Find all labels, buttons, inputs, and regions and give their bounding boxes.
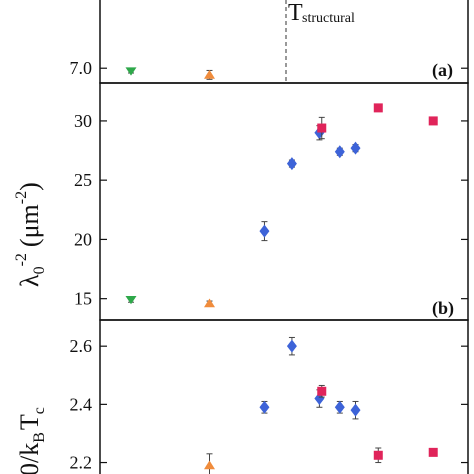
panel-b-marks: [125, 103, 438, 308]
panel-c-marks: [204, 336, 438, 474]
panel-c: 0/kBTc 2.2 2.4 2.6: [15, 319, 469, 474]
data-point-square: [373, 103, 383, 113]
ytick-label: 2.4: [70, 394, 93, 414]
ytick-label: 2.6: [70, 336, 93, 356]
ylabel-c-b: B: [31, 432, 48, 443]
ylabel-close: ): [15, 182, 44, 191]
panel-a-marks: [125, 67, 215, 80]
ylabel-c-c: c: [31, 407, 48, 414]
panel-c-axes: 2.2 2.4 2.6: [70, 336, 468, 473]
ytick-label: 30: [74, 111, 92, 131]
panel-c-ylabel: 0/kBTc: [15, 407, 48, 474]
ylabel-c-t: T: [15, 414, 44, 430]
panel-a: T structural (a) 7.0: [70, 0, 469, 84]
data-point-square: [373, 450, 383, 460]
ylabel-lambda-sup: -2: [13, 253, 30, 266]
panel-a-axes: 7.0: [70, 58, 468, 78]
ylabel-lambda: λ: [15, 274, 44, 287]
panel-b-frame: [99, 82, 469, 321]
ytick-label: 20: [74, 229, 92, 249]
panel-c-frame: [99, 319, 469, 474]
panel-b-ylabel: λ0-2(μm-2): [13, 182, 48, 287]
ytick-label: 15: [74, 289, 92, 309]
data-point-diamond: [334, 145, 345, 159]
svg-text:0/kBTc: 0/kBTc: [15, 407, 48, 474]
ylabel-unit: (μm: [15, 204, 44, 247]
svg-text:λ0-2(μm-2): λ0-2(μm-2): [13, 182, 48, 287]
ytick-label: 25: [74, 170, 92, 190]
data-point-diamond: [259, 224, 270, 238]
data-point-triangle-down: [125, 296, 137, 305]
ytick-label: 7.0: [70, 58, 93, 78]
annotation-main: T: [288, 0, 303, 26]
panel-a-frame: [99, 0, 469, 84]
data-point-square: [428, 447, 438, 457]
data-point-diamond: [286, 339, 297, 353]
data-point-diamond: [259, 400, 270, 414]
data-point-triangle-up: [204, 69, 215, 79]
data-point-square: [317, 386, 327, 396]
annotation-sub: structural: [302, 11, 355, 26]
panel-a-letter: (a): [432, 60, 453, 81]
data-point-triangle-down: [125, 67, 137, 76]
panel-b-letter: (b): [432, 298, 454, 319]
data-point-square: [428, 116, 438, 126]
data-point-triangle-up: [204, 460, 215, 470]
ylabel-lambda-sub: 0: [31, 266, 48, 274]
ylabel-unit-sup: -2: [13, 191, 30, 204]
ytick-label: 2.2: [70, 453, 93, 473]
data-point-diamond: [350, 141, 361, 155]
panel-b-axes: 15 20 25 30: [74, 111, 468, 309]
ylabel-c-k: /k: [15, 443, 44, 463]
data-point-triangle-up: [204, 298, 215, 308]
ylabel-c-zero: 0: [15, 463, 44, 474]
data-point-square: [317, 123, 327, 133]
data-point-diamond: [350, 403, 361, 417]
data-point-diamond: [286, 157, 297, 171]
data-point-diamond: [334, 400, 345, 414]
